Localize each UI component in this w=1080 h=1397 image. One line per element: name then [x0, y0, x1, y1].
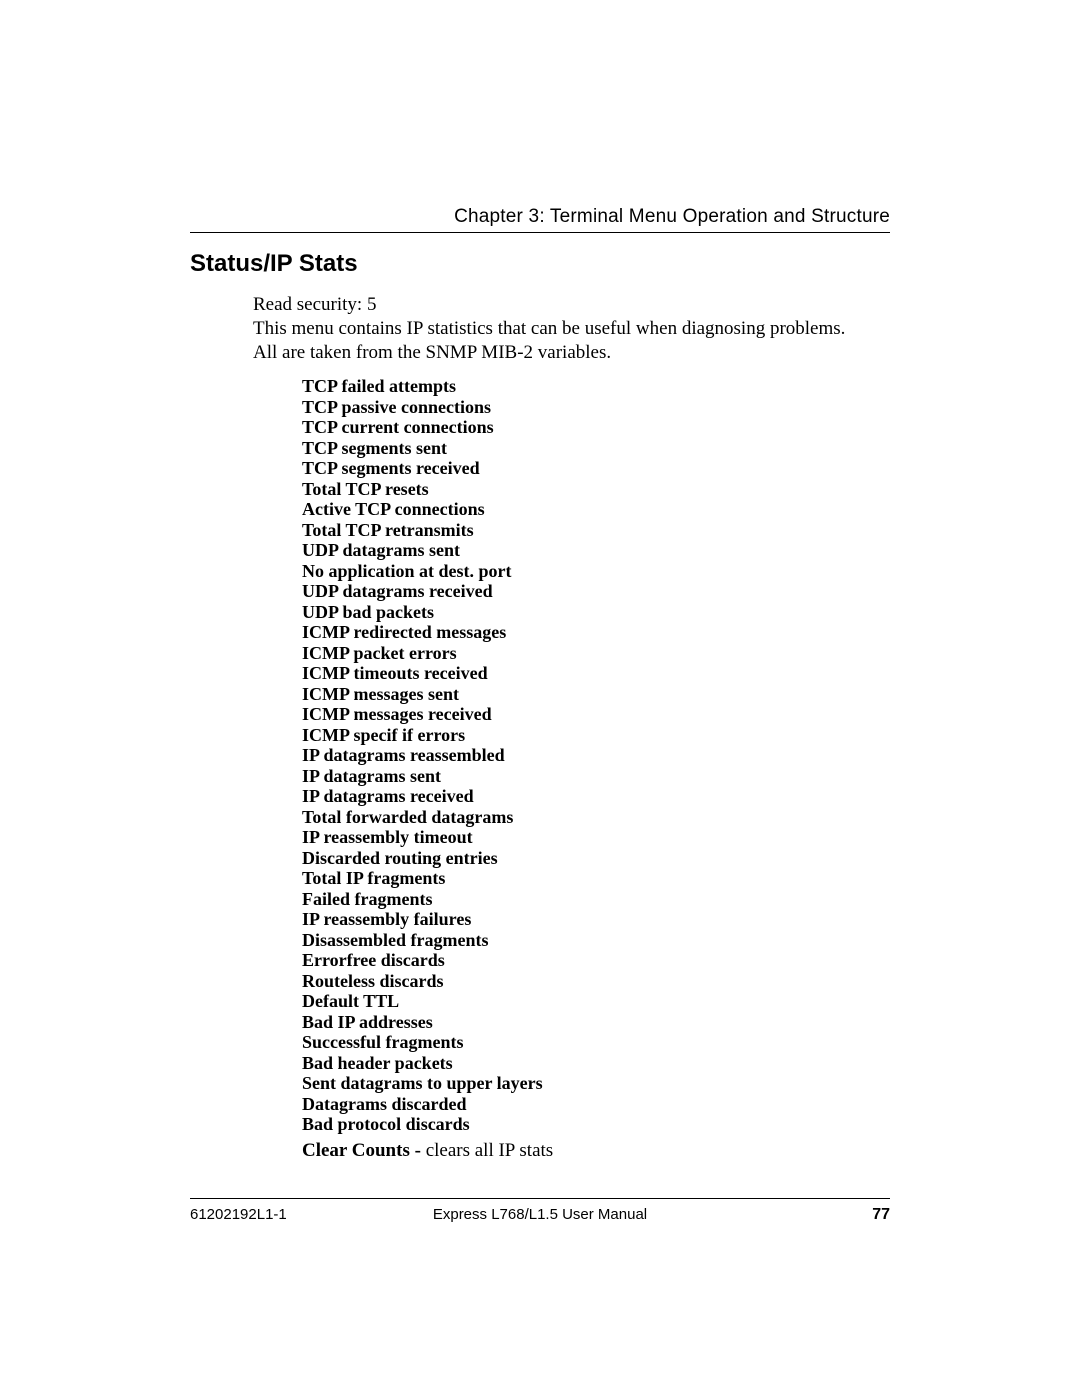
stat-item: ICMP redirected messages — [302, 622, 543, 643]
stat-item: Datagrams discarded — [302, 1094, 543, 1115]
stat-item: Routeless discards — [302, 971, 543, 992]
page: Chapter 3: Terminal Menu Operation and S… — [0, 0, 1080, 1397]
stat-item: Total forwarded datagrams — [302, 807, 543, 828]
stat-item: Disassembled fragments — [302, 930, 543, 951]
stat-item: ICMP packet errors — [302, 643, 543, 664]
chapter-header: Chapter 3: Terminal Menu Operation and S… — [190, 206, 890, 228]
stat-item: Successful fragments — [302, 1032, 543, 1053]
stat-item: IP reassembly failures — [302, 909, 543, 930]
stat-item: Active TCP connections — [302, 499, 543, 520]
header-rule — [190, 232, 890, 233]
footer-rule — [190, 1198, 890, 1199]
body-line-1: Read security: 5 — [253, 293, 888, 317]
stat-item: Total TCP resets — [302, 479, 543, 500]
stat-item: Bad protocol discards — [302, 1114, 543, 1135]
stats-list: TCP failed attemptsTCP passive connectio… — [302, 376, 543, 1135]
stat-item: IP datagrams received — [302, 786, 543, 807]
stat-item: Total TCP retransmits — [302, 520, 543, 541]
stat-item: UDP datagrams sent — [302, 540, 543, 561]
stat-item: TCP current connections — [302, 417, 543, 438]
stat-item: Total IP fragments — [302, 868, 543, 889]
stat-item: Default TTL — [302, 991, 543, 1012]
stat-item: Bad IP addresses — [302, 1012, 543, 1033]
clear-counts-desc: clears all IP stats — [426, 1140, 554, 1161]
stat-item: TCP segments received — [302, 458, 543, 479]
section-title: Status/IP Stats — [190, 250, 358, 278]
stat-item: Errorfree discards — [302, 950, 543, 971]
stat-item: TCP failed attempts — [302, 376, 543, 397]
clear-counts-label: Clear Counts - — [302, 1140, 426, 1161]
footer-center: Express L768/L1.5 User Manual — [0, 1206, 1080, 1223]
stat-item: UDP datagrams received — [302, 581, 543, 602]
body-text: Read security: 5 This menu contains IP s… — [253, 293, 888, 365]
stat-item: No application at dest. port — [302, 561, 543, 582]
stat-item: IP datagrams sent — [302, 766, 543, 787]
stat-item: TCP passive connections — [302, 397, 543, 418]
stat-item: ICMP messages sent — [302, 684, 543, 705]
body-line-2: This menu contains IP statistics that ca… — [253, 317, 888, 341]
stat-item: ICMP timeouts received — [302, 663, 543, 684]
stat-item: Failed fragments — [302, 889, 543, 910]
stat-item: IP reassembly timeout — [302, 827, 543, 848]
body-line-3: All are taken from the SNMP MIB-2 variab… — [253, 341, 888, 365]
clear-counts-line: Clear Counts - clears all IP stats — [302, 1140, 553, 1162]
stat-item: UDP bad packets — [302, 602, 543, 623]
stat-item: Bad header packets — [302, 1053, 543, 1074]
stat-item: Sent datagrams to upper layers — [302, 1073, 543, 1094]
stat-item: ICMP specif if errors — [302, 725, 543, 746]
stat-item: Discarded routing entries — [302, 848, 543, 869]
footer-page-number: 77 — [872, 1206, 890, 1224]
stat-item: TCP segments sent — [302, 438, 543, 459]
stat-item: IP datagrams reassembled — [302, 745, 543, 766]
stat-item: ICMP messages received — [302, 704, 543, 725]
